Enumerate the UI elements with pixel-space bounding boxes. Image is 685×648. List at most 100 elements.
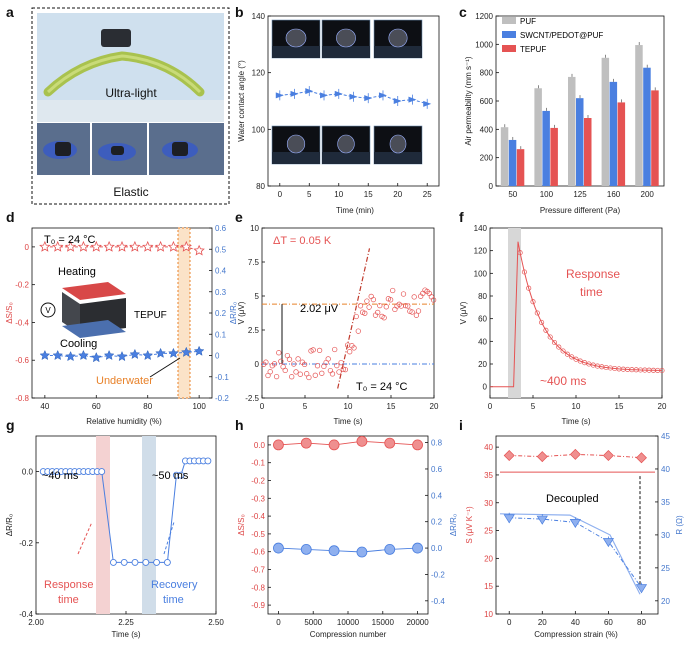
photo-gradient: [37, 100, 224, 122]
f-data-point: [573, 356, 579, 362]
ylabel-i-left: S (μV K⁻¹): [465, 506, 474, 544]
f-response-label: Response: [566, 267, 620, 281]
h-xtick-label: 20000: [406, 618, 429, 627]
foam-cube: [101, 29, 131, 47]
xlabel-d: Relative humidity (%): [86, 417, 162, 426]
heating-plate: [62, 282, 126, 300]
h-xtick-label: 5000: [304, 618, 322, 627]
g-xtick-label: 2.50: [208, 618, 224, 627]
e-ytick-label: 0: [255, 360, 260, 369]
b-point: [320, 92, 329, 99]
e-data-point: [325, 356, 331, 362]
g-time2-label: time: [163, 594, 184, 606]
h-r-ytick-label: 0.2: [431, 518, 443, 527]
d-r-ytick-label: 0.2: [215, 309, 227, 318]
legend-swatch-puf: [502, 17, 516, 24]
g-response-label: Response: [44, 579, 94, 591]
f-ytick-label: 100: [474, 269, 488, 278]
d-cooling-label: Cooling: [60, 338, 97, 350]
d-point-r: [142, 349, 154, 361]
d-xtick-label: 40: [40, 402, 49, 411]
contact-angle-photos: [271, 19, 423, 165]
chart-e: 0 5 10 15 20-2.502.557.510: [245, 224, 439, 411]
xlabel-c: Pressure different (Pa): [540, 206, 621, 215]
h-ytick-label: -0.8: [251, 583, 265, 592]
ylabel-h-left: ΔS/S₀: [237, 514, 246, 536]
panel-d: 40 60 80 100 -0.8 -0.6 -0.4 -0.2 0 -0.2 -0.1 0 0.1 0.…: [5, 224, 238, 426]
e-ytick-label: 5: [255, 292, 260, 301]
b-ytick-label: 80: [256, 182, 265, 191]
panel-label-f: f: [459, 209, 464, 225]
b-point: [275, 92, 284, 99]
f-time-label: time: [580, 285, 603, 299]
ylabel-b: Water contact angle (°): [237, 60, 246, 142]
g-data-point: [98, 468, 106, 476]
h-ytick-label: 0.0: [254, 441, 266, 450]
e-t0-label: T₀ = 24 °C: [356, 381, 408, 393]
d-point-r: [129, 348, 141, 360]
b-xtick-label: 15: [364, 190, 373, 199]
f-data-point: [551, 339, 558, 346]
b-point: [290, 90, 299, 97]
c-xtick-label: 100: [540, 190, 554, 199]
e-data-point: [295, 356, 301, 362]
f-ytick-label: 40: [478, 337, 487, 346]
e-data-point: [415, 308, 422, 314]
g-data-point: [177, 471, 185, 479]
ylabel-f: V (μV): [459, 301, 468, 324]
e-data-point: [366, 304, 372, 310]
h-r-ytick-label: 0.6: [431, 465, 443, 474]
ultra-light-label: Ultra-light: [105, 86, 157, 100]
e-ytick-label: 2.5: [248, 326, 260, 335]
recovery-band-g: [142, 436, 156, 614]
c-ytick-label: 800: [480, 69, 494, 78]
e-data-point: [312, 372, 318, 378]
d-point-s: [180, 240, 192, 252]
d-point-r: [103, 349, 115, 361]
b-point: [393, 98, 402, 104]
i-ytick-label: 20: [484, 554, 493, 563]
f-xtick-label: 0: [488, 402, 493, 411]
legend-label-puf: PUF: [520, 17, 536, 26]
c-bar: [542, 110, 550, 186]
panel-i: 0 20 40 60 80 10 15 20 25 30 35 40 20 25 30 35 40 45 Deco…: [465, 432, 684, 639]
f-data-point: [569, 354, 575, 360]
droplet: [389, 134, 407, 154]
h-ytick-label: -0.5: [251, 530, 265, 539]
panel-label-d: d: [6, 209, 15, 225]
d-point-r: [90, 351, 102, 363]
g-data-point: [163, 558, 171, 566]
d-point-r: [155, 347, 166, 358]
foam-1: [55, 142, 71, 156]
f-data-point: [556, 344, 562, 350]
d-point-r: [193, 345, 205, 356]
e-data-point: [321, 363, 327, 370]
droplet: [388, 28, 408, 48]
h-ytick-label: -0.1: [251, 459, 265, 468]
xlabel-b: Time (min): [336, 206, 374, 215]
e-data-point: [314, 363, 321, 369]
e-slope-line: [337, 248, 371, 389]
i-ytick-label: 10: [484, 610, 493, 619]
h-ytick-label: -0.2: [251, 477, 265, 486]
e-data-point: [329, 371, 336, 377]
i-point-s: [569, 448, 581, 460]
e-data-point: [297, 371, 303, 377]
g-time1-label: time: [58, 594, 79, 606]
b-xtick-label: 20: [393, 190, 402, 199]
f-data-point: [560, 348, 566, 354]
e-data-point: [405, 303, 411, 309]
e-xtick-label: 5: [303, 402, 308, 411]
foxtail-highlight: [46, 54, 202, 94]
c-ytick-label: 400: [480, 125, 494, 134]
d-heating-label: Heating: [58, 266, 96, 278]
e-data-point: [413, 312, 420, 318]
i-point-r: [569, 519, 581, 529]
i-r-ytick-label: 45: [661, 432, 670, 441]
i-ytick-label: 15: [484, 582, 493, 591]
i-ytick-label: 40: [484, 443, 493, 452]
f-data-point: [521, 269, 527, 275]
c-ytick-label: 0: [489, 182, 494, 191]
chart-i: 0 20 40 60 80 10 15 20 25 30 35 40 20 25 30 35 40 45: [484, 432, 670, 627]
